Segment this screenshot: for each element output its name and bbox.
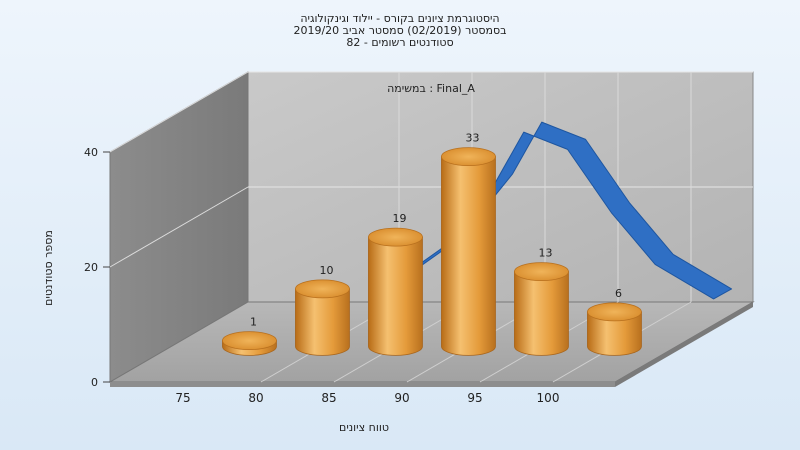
- bar-body: [295, 288, 350, 356]
- x-tick-label: 95: [467, 391, 482, 405]
- bar-3: [441, 147, 496, 356]
- chart-title-line-2: בסמסטר (02/2019) סמסטר אביב 2019/20: [293, 24, 507, 37]
- bar-5: [587, 302, 642, 356]
- grid-line-y: [109, 186, 249, 268]
- x-tick-label: 85: [321, 391, 336, 405]
- bar-1: [295, 279, 350, 356]
- y-axis-label: מספר סטודנטים: [42, 230, 55, 306]
- y-tick-label: 20: [84, 261, 98, 274]
- floor-front-edge: [110, 382, 615, 387]
- bar-top: [222, 331, 277, 351]
- x-tick-label: 80: [248, 391, 263, 405]
- chart-title-line-3: סטודנטים רשומים - 82: [346, 36, 454, 49]
- x-tick-label: 75: [175, 391, 190, 405]
- bar-value-label: 6: [615, 287, 622, 300]
- bar-value-label: 10: [319, 264, 333, 277]
- bar-top: [441, 147, 496, 167]
- bar-value-label: 33: [465, 132, 479, 145]
- floor-right-edge: [615, 302, 753, 387]
- x-tick-label: 90: [394, 391, 409, 405]
- bar-2: [368, 227, 423, 356]
- bar-value-label: 13: [538, 247, 552, 260]
- bar-body: [587, 311, 642, 356]
- bar-value-label: 19: [392, 212, 406, 225]
- x-axis-label: טווח ציונים: [339, 421, 389, 434]
- bar-top: [368, 227, 423, 247]
- chart-title-line-1: היסטוגרמת ציונים בקורס - יילוד וגינקולוג…: [300, 12, 500, 25]
- bar-body: [441, 156, 496, 356]
- y-tick-label: 40: [84, 146, 98, 159]
- bar-top: [514, 262, 569, 282]
- bar-value-label: 1: [250, 316, 257, 329]
- y-tick-label: 0: [91, 376, 98, 389]
- x-tick-label: 100: [537, 391, 560, 405]
- bar-body: [514, 271, 569, 356]
- bar-top: [587, 302, 642, 322]
- annotation-label: במשימה : Final_A: [387, 82, 475, 95]
- bar-top: [295, 279, 350, 299]
- bar-4: [514, 262, 569, 356]
- grid-line-y: [109, 71, 249, 153]
- bar-body: [368, 236, 423, 356]
- bar-0: [222, 331, 277, 356]
